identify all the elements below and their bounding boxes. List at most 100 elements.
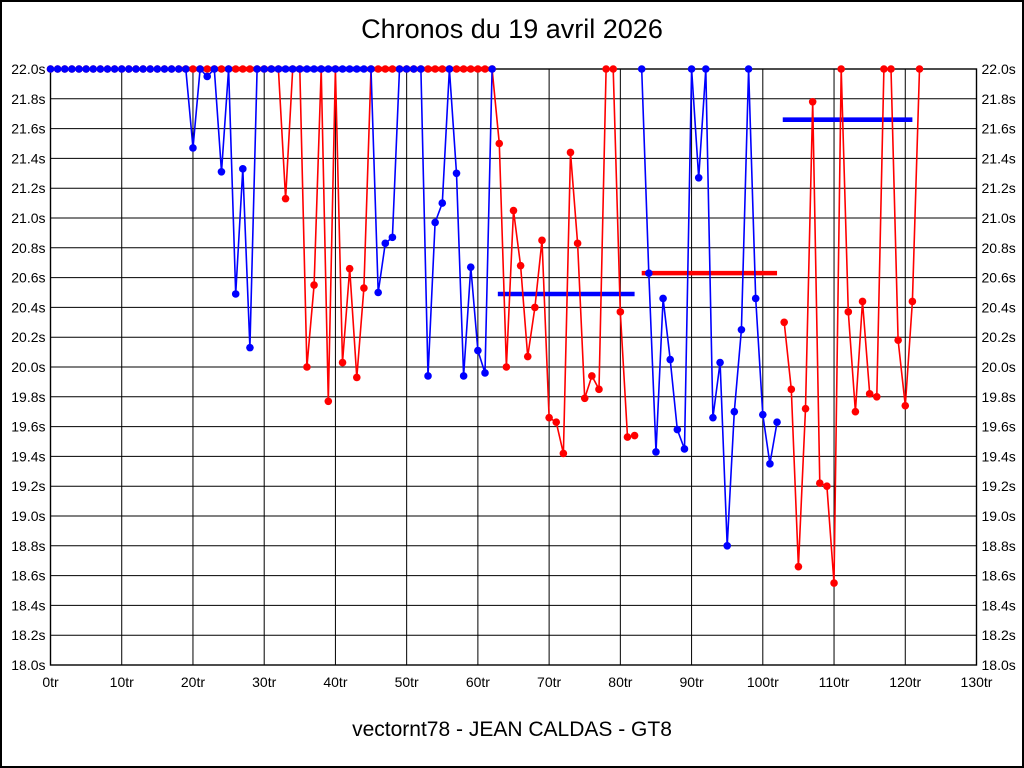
y-tick-label-right: 21.6s: [982, 121, 1016, 137]
y-tick-label-right: 18.2s: [982, 627, 1016, 643]
lap-point: [388, 233, 397, 242]
lap-point: [680, 445, 689, 453]
lap-point: [367, 65, 375, 73]
lap-point: [844, 308, 853, 316]
x-axis-labels: 0tr 10tr 20tr 30tr 40tr 50tr 60tr 70tr 80tr 90tr 1…: [42, 674, 992, 690]
lap-point: [182, 65, 190, 73]
lap-point: [431, 218, 439, 227]
lap-point: [281, 194, 290, 203]
lap-point: [310, 65, 318, 73]
lap-point: [894, 336, 902, 344]
y-tick-label-left: 19.0s: [11, 508, 45, 524]
lap-point: [780, 318, 788, 327]
lap-point: [766, 460, 774, 468]
lap-point: [652, 448, 660, 456]
lap-point: [132, 65, 140, 73]
lap-point: [872, 393, 881, 401]
lap-point: [851, 407, 860, 416]
x-tick-label: 20tr: [181, 674, 205, 690]
lap-point: [666, 355, 675, 364]
lap-point: [203, 65, 212, 73]
lap-point: [794, 562, 803, 571]
lap-point: [438, 65, 447, 73]
lap-point: [880, 65, 888, 73]
y-tick-label-left: 18.0s: [11, 657, 45, 673]
chart-title: Chronos du 19 avril 2026: [361, 14, 663, 44]
lap-point: [538, 236, 546, 245]
y-tick-label-left: 22.0s: [11, 61, 45, 77]
lap-point: [751, 294, 760, 303]
lap-point: [552, 418, 561, 426]
lap-point: [224, 65, 233, 73]
y-tick-label-left: 21.2s: [11, 180, 45, 196]
lap-point: [189, 144, 197, 152]
lap-point: [452, 169, 461, 178]
lap-point: [267, 65, 276, 73]
lap-point: [196, 65, 204, 73]
y-axis-labels-right: 22.0s 21.8s 21.6s 21.4s 21.2s 21.0s 20.8s 20.6s…: [982, 61, 1016, 673]
lap-point: [523, 352, 532, 361]
lap-point: [338, 65, 347, 73]
lap-point: [808, 97, 817, 106]
lap-point: [381, 239, 390, 248]
x-tick-label: 60tr: [466, 674, 490, 690]
lap-point: [623, 433, 632, 441]
y-tick-label-right: 20.4s: [982, 299, 1016, 315]
lap-point: [915, 65, 924, 73]
lap-point: [737, 325, 746, 334]
lap-point: [117, 65, 126, 73]
lap-point: [217, 65, 226, 73]
y-tick-label-right: 21.2s: [982, 180, 1016, 196]
lap-point: [317, 65, 325, 73]
y-tick-label-right: 21.8s: [982, 91, 1016, 107]
lap-point: [217, 168, 226, 176]
lap-point: [858, 297, 867, 306]
y-tick-label-left: 21.8s: [11, 91, 45, 107]
lap-point: [545, 413, 553, 422]
lap-point: [609, 65, 618, 73]
lap-point: [424, 372, 432, 380]
y-tick-label-right: 18.8s: [982, 538, 1016, 554]
lap-point: [424, 65, 432, 73]
lap-point: [602, 65, 610, 73]
lap-point: [239, 165, 247, 173]
lap-point: [374, 288, 382, 297]
lap-point: [46, 65, 55, 73]
plot-frame: [49, 68, 978, 666]
x-tick-label: 130tr: [961, 674, 993, 690]
red-driver-laps: [46, 65, 924, 587]
lap-point: [303, 65, 311, 73]
lap-point: [203, 72, 212, 81]
y-tick-label-left: 19.2s: [11, 478, 45, 494]
y-tick-label-left: 20.4s: [11, 299, 45, 315]
x-tick-label: 110tr: [819, 674, 850, 690]
x-tick-label: 40tr: [323, 674, 347, 690]
y-tick-label-right: 20.0s: [982, 359, 1016, 375]
lap-point: [53, 65, 62, 73]
red-driver-laps-line: [50, 68, 921, 584]
y-tick-label-left: 21.6s: [11, 121, 45, 137]
lap-point: [459, 65, 468, 73]
chart-footer: vectornt78 - JEAN CALDAS - GT8: [352, 718, 672, 741]
lap-point: [901, 401, 910, 410]
lap-point: [474, 346, 482, 355]
lap-point: [409, 65, 418, 73]
lap-point: [787, 385, 796, 394]
lap-point: [702, 65, 710, 73]
lap-point: [466, 65, 475, 73]
lap-point: [253, 65, 261, 73]
lap-point: [438, 199, 447, 207]
lap-point: [60, 65, 69, 73]
lap-point: [445, 65, 454, 73]
y-tick-label-left: 18.8s: [11, 538, 45, 554]
lap-point: [239, 65, 247, 73]
lap-point: [246, 343, 254, 352]
y-tick-label-right: 19.8s: [982, 389, 1016, 405]
lap-point: [281, 65, 290, 73]
x-tick-label: 0tr: [42, 674, 59, 690]
lap-point: [466, 263, 475, 271]
lap-point: [516, 261, 525, 270]
lap-point: [260, 65, 268, 73]
